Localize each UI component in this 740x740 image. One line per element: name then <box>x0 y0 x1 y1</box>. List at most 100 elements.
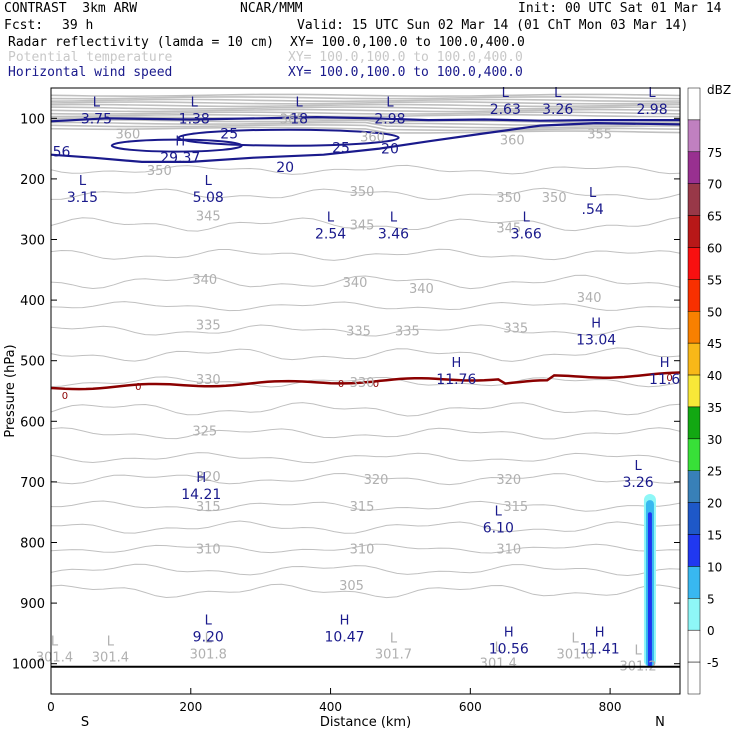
theta-label: 305 <box>339 579 364 594</box>
x-axis-label: Distance (km) <box>320 715 411 730</box>
theta-isentrope <box>50 187 681 200</box>
wind-extreme-letter: L <box>295 95 303 110</box>
colorbar-swatch <box>687 374 701 408</box>
y-axis-label: Pressure (hPa) <box>3 344 18 437</box>
wind-extreme-value: 10.47 <box>324 629 364 645</box>
wind-contour-label: 20 <box>381 142 399 158</box>
valid-time: Valid: 15 UTC Sun 02 Mar 14 (01 ChT Mon … <box>297 18 689 33</box>
theta-extreme-value: 301.6 <box>557 648 594 663</box>
model-center: NCAR/MMM <box>240 1 303 16</box>
wind-extreme-letter: H <box>340 613 350 628</box>
theta-label: 320 <box>496 473 521 488</box>
theta-isentrope <box>50 520 681 534</box>
theta-label: 350 <box>350 185 375 200</box>
colorbar-tick-label: -5 <box>707 656 719 670</box>
theta-isentrope <box>50 106 681 110</box>
colorbar-tick-label: 65 <box>707 210 722 224</box>
theta-extreme-letter: L <box>572 632 580 647</box>
x-tick-label: 800 <box>599 700 622 714</box>
theta-label: 340 <box>577 291 602 306</box>
wind-extreme-value: 11.41 <box>580 642 620 658</box>
colorbar-swatch <box>687 566 701 599</box>
field-reflectivity-xy: XY= 100.0,100.0 to 100.0,400.0 <box>290 35 525 50</box>
wind-extreme-letter: L <box>554 86 562 101</box>
plot-frame <box>50 87 681 695</box>
theta-isentrope <box>50 274 681 290</box>
theta-label: 360 <box>115 127 140 142</box>
wind-extreme-letter: H <box>175 135 185 150</box>
theta-label: 330 <box>350 376 375 391</box>
colorbar-swatch <box>687 470 701 503</box>
contour-labels: 360 365 360 360 355 350 350 350 350 345 345 345 340 3… <box>36 86 680 675</box>
theta-isentrope <box>50 402 681 417</box>
colorbar: dBZ -5 0 5 10 15 20 25 30 35 40 45 50 55 60 65 70 75 <box>687 83 731 695</box>
wind-extreme-letter: H <box>451 356 461 371</box>
colorbar-swatch <box>687 438 701 471</box>
theta-isentrope <box>50 113 680 118</box>
field-theta-xy: XY= 100.0,100.0 to 100.0,400.0 <box>288 50 523 65</box>
wind-extreme-value: 3.46 <box>378 226 409 242</box>
wind-extreme-value: 11.6 <box>649 372 680 388</box>
colorbar-tick-label: 25 <box>707 465 722 479</box>
zero-contour <box>50 371 681 391</box>
colorbar-swatch <box>687 279 701 312</box>
wind-extreme-letter: L <box>93 95 101 110</box>
theta-isentrope <box>50 118 681 127</box>
wind-extreme-letter: H <box>595 626 605 641</box>
y-tick-label: 300 <box>20 234 45 249</box>
reflectivity-15dbz <box>647 512 652 667</box>
y-tick-label: 500 <box>20 355 45 370</box>
theta-isentrope <box>50 248 681 261</box>
wind-extreme-letter: H <box>660 356 670 371</box>
colorbar-swatch <box>687 311 701 344</box>
theta-label: 335 <box>196 318 221 333</box>
y-tick-label: 700 <box>20 476 45 491</box>
theta-isentrope <box>50 217 681 232</box>
wind-extreme-letter: L <box>523 210 531 225</box>
theta-label: 320 <box>364 473 389 488</box>
y-tick-label: 400 <box>20 294 45 309</box>
colorbar-swatch <box>687 151 701 184</box>
wind-contour-label: 0 <box>338 379 344 390</box>
wind-extreme-value: 3.15 <box>67 190 98 206</box>
jet-core-contour <box>177 128 400 147</box>
y-tick-label: 1000 <box>12 658 45 673</box>
colorbar-tick-label: 50 <box>707 305 722 319</box>
wind-extreme-letter: L <box>205 174 213 189</box>
theta-label: 355 <box>587 127 612 142</box>
theta-isentrope <box>50 452 681 464</box>
theta-label: 320 <box>196 470 221 485</box>
wind-extreme-value: 6.10 <box>483 520 514 536</box>
theta-isentrope <box>50 583 681 599</box>
colorbar-swatch <box>687 629 701 663</box>
colorbar-swatch <box>687 119 701 153</box>
wind-extreme-value: 2.98 <box>636 102 667 118</box>
theta-isentrope <box>50 96 681 100</box>
theta-label: 315 <box>196 500 221 515</box>
theta-isentrope <box>50 126 681 134</box>
theta-isentrope <box>50 376 681 388</box>
theta-isentrope <box>50 93 681 98</box>
wind-extreme-value: 2.63 <box>490 102 521 118</box>
wind-extreme-letter: L <box>634 459 642 474</box>
theta-label: 350 <box>496 191 521 206</box>
colorbar-tick-label: 0 <box>707 624 715 638</box>
theta-label: 350 <box>147 164 172 179</box>
colorbar-tick-label: 15 <box>707 529 722 543</box>
theta-label: 350 <box>542 191 567 206</box>
wind-extreme-letter: L <box>79 174 87 189</box>
forecast-hour: 39 h <box>62 18 94 33</box>
colorbar-swatch <box>687 534 701 567</box>
wind-extreme-letter: L <box>502 86 510 101</box>
theta-extreme-letter: L <box>51 635 59 650</box>
theta-extreme-letter: L <box>390 632 398 647</box>
theta-label: 335 <box>503 321 528 336</box>
jet-core-contour <box>110 138 243 153</box>
wind-extreme-letter: L <box>205 613 213 628</box>
wind-extreme-value: 5.08 <box>193 190 224 206</box>
theta-extreme-value: 301.4 <box>36 651 73 666</box>
theta-extreme-value: 301.7 <box>375 648 412 663</box>
wind-extreme-value: 10.56 <box>489 642 529 658</box>
wind-extreme-letter: L <box>191 95 199 110</box>
wind-contours <box>50 115 681 391</box>
